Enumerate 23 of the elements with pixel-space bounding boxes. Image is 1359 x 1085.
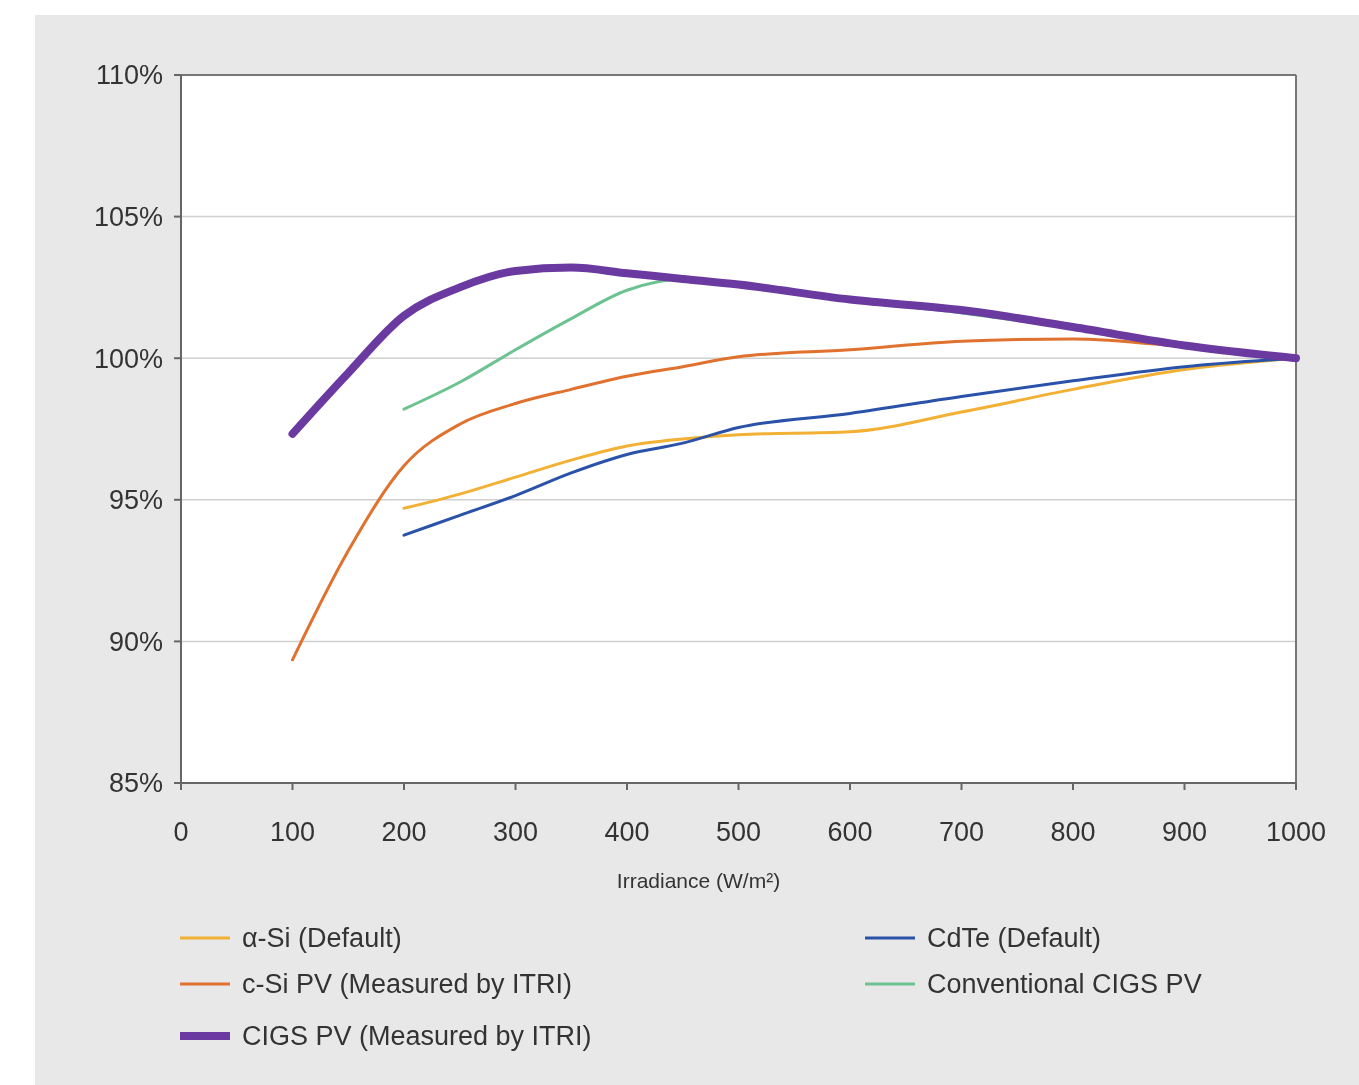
x-tick-label: 700: [938, 817, 985, 847]
x-axis-title: Irradiance (W/m²): [616, 869, 781, 892]
x-tick-label: 100: [269, 817, 316, 847]
x-tick-label: 1000: [1265, 817, 1327, 847]
y-tick-label: 100%: [93, 343, 163, 374]
x-tick-label: 900: [1161, 817, 1208, 847]
legend-label: CIGS PV (Measured by ITRI): [242, 1021, 592, 1052]
y-tick-label: 110%: [95, 60, 163, 91]
x-tick-label: 800: [1050, 817, 1096, 847]
x-tick-label: 400: [604, 817, 650, 847]
legend-label: c-Si PV (Measured by ITRI): [242, 969, 573, 1000]
x-tick-label: 600: [827, 817, 873, 847]
legend-label: Conventional CIGS PV: [927, 969, 1202, 1000]
y-tick-label: 90%: [108, 626, 163, 657]
legend-label: α-Si (Default): [242, 923, 402, 954]
x-tick-label: 0: [173, 817, 189, 847]
x-tick-label: 200: [381, 817, 427, 847]
y-tick-label: 105%: [93, 202, 163, 233]
x-tick-label: 300: [492, 817, 539, 847]
legend-label: CdTe (Default): [927, 923, 1102, 954]
y-tick-label: 95%: [108, 485, 163, 516]
x-tick-label: 500: [715, 817, 762, 847]
y-tick-label: 85%: [108, 768, 163, 799]
